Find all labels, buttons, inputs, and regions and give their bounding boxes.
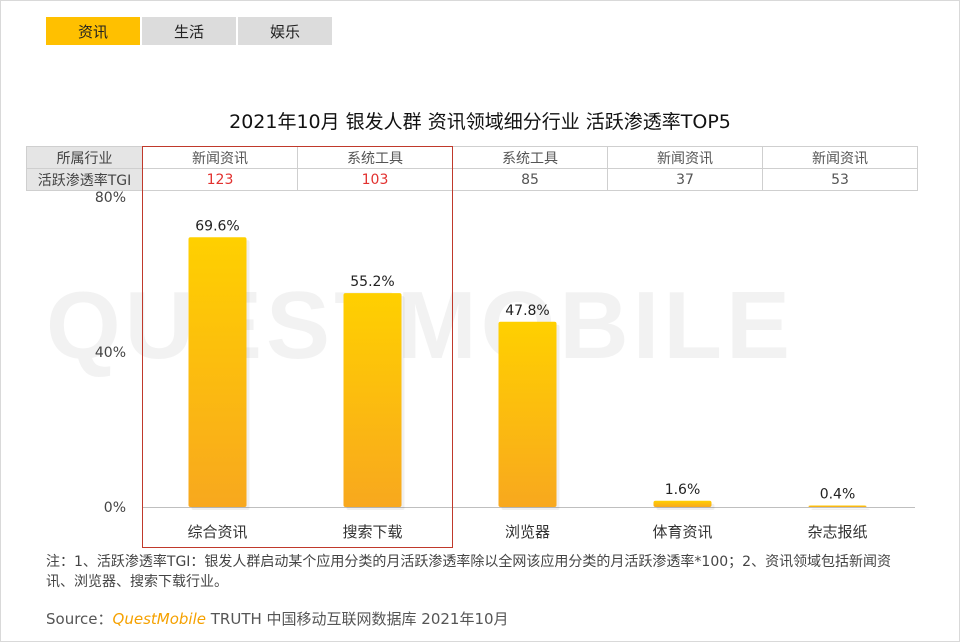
tab-entertainment[interactable]: 娱乐 (238, 17, 332, 45)
bar (343, 293, 402, 507)
tgi-header: 活跃渗透率TGI (26, 168, 143, 191)
bar-shadow (811, 508, 870, 510)
tgi-cell: 53 (762, 168, 918, 191)
tgi-cell: 37 (607, 168, 763, 191)
data-label: 1.6% (665, 482, 701, 498)
source-prefix: Source： (46, 610, 113, 628)
watermark-logo: QUESTMOBILE (46, 272, 794, 379)
data-label: 55.2% (350, 274, 394, 290)
source-brand: QuestMobile (112, 610, 206, 628)
x-tick-label: 搜索下载 (342, 523, 402, 541)
bar (808, 505, 867, 507)
x-tick-label: 综合资讯 (187, 523, 247, 541)
industry-header: 所属行业 (26, 146, 143, 169)
x-tick-label: 浏览器 (505, 523, 550, 541)
bar (653, 500, 712, 507)
data-label: 47.8% (505, 303, 549, 319)
data-label: 69.6% (195, 218, 239, 234)
industry-table: 所属行业 新闻资讯 系统工具 系统工具 新闻资讯 新闻资讯 活跃渗透率TGI 1… (26, 146, 918, 191)
data-label: 0.4% (820, 486, 856, 502)
footnote: 注：1、活跃渗透率TGI：银发人群启动某个应用分类的月活跃渗透率除以全网该应用分… (46, 554, 892, 590)
chart-title: 2021年10月 银发人群 资讯领域细分行业 活跃渗透率TOP5 (229, 111, 731, 133)
y-tick-label: 0% (104, 500, 126, 516)
source-line: Source：QuestMobile TRUTH 中国移动互联网数据库 2021… (46, 608, 509, 629)
tab-life[interactable]: 生活 (142, 17, 236, 45)
industry-row: 所属行业 新闻资讯 系统工具 系统工具 新闻资讯 新闻资讯 (26, 146, 918, 169)
y-tick-label: 80% (95, 190, 126, 206)
bar (188, 237, 247, 508)
y-tick-label: 40% (95, 345, 126, 361)
tgi-row: 活跃渗透率TGI 123 103 85 37 53 (26, 168, 918, 191)
source-rest: TRUTH 中国移动互联网数据库 2021年10月 (205, 610, 509, 628)
tgi-cell: 123 (142, 168, 298, 191)
x-tick-label: 杂志报纸 (807, 523, 867, 541)
x-tick-label: 体育资讯 (652, 523, 712, 541)
category-tabs: 资讯 生活 娱乐 (46, 17, 334, 45)
tgi-cell: 103 (297, 168, 453, 191)
tab-news[interactable]: 资讯 (46, 17, 140, 45)
tgi-cell: 85 (452, 168, 608, 191)
bar (498, 321, 557, 507)
